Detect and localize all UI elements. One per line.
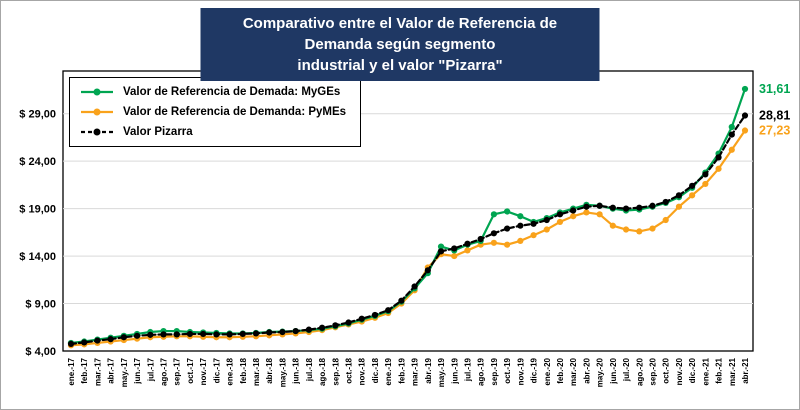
svg-text:feb.-21: feb.-21 — [715, 357, 724, 383]
svg-text:ago.-19: ago.-19 — [477, 357, 486, 386]
svg-text:feb.-19: feb.-19 — [397, 357, 406, 383]
svg-text:ene.-19: ene.-19 — [384, 357, 393, 385]
legend-item-pymes: Valor de Referencia de Demanda: PyMEs — [80, 106, 346, 118]
svg-text:abr.-19: abr.-19 — [424, 357, 433, 383]
svg-text:$ 29,00: $ 29,00 — [19, 109, 56, 121]
svg-text:ene.-21: ene.-21 — [701, 357, 710, 385]
svg-text:may.-19: may.-19 — [437, 357, 446, 387]
svg-text:sep.-18: sep.-18 — [331, 357, 340, 385]
svg-text:oct.-18: oct.-18 — [345, 357, 354, 383]
svg-text:oct.-19: oct.-19 — [503, 357, 512, 383]
legend-item-pizarra: Valor Pizarra — [80, 126, 346, 138]
legend-swatch-pymes-icon — [81, 108, 113, 116]
svg-text:sep.-17: sep.-17 — [173, 357, 182, 385]
svg-text:jul.-19: jul.-19 — [463, 357, 472, 382]
svg-text:jun.-18: jun.-18 — [292, 357, 301, 384]
svg-text:$ 19,00: $ 19,00 — [19, 204, 56, 216]
svg-text:mar.-19: mar.-19 — [411, 357, 420, 386]
legend-swatch-myges-icon — [81, 88, 113, 96]
svg-text:jun.-20: jun.-20 — [609, 357, 618, 384]
svg-text:jul.-20: jul.-20 — [622, 357, 631, 382]
svg-text:mar.-17: mar.-17 — [93, 357, 102, 386]
svg-text:ene.-18: ene.-18 — [226, 357, 235, 385]
svg-text:oct.-20: oct.-20 — [662, 357, 671, 383]
svg-text:nov.-20: nov.-20 — [675, 357, 684, 385]
svg-text:sep.-20: sep.-20 — [648, 357, 657, 385]
svg-text:feb.-17: feb.-17 — [80, 357, 89, 383]
svg-text:$ 24,00: $ 24,00 — [19, 156, 56, 168]
svg-text:mar.-20: mar.-20 — [569, 357, 578, 386]
svg-text:may.-17: may.-17 — [120, 357, 129, 387]
svg-text:abr.-20: abr.-20 — [582, 357, 591, 383]
svg-text:feb.-20: feb.-20 — [556, 357, 565, 383]
svg-text:nov.-19: nov.-19 — [516, 357, 525, 385]
svg-text:28,81: 28,81 — [759, 109, 790, 123]
svg-text:oct.-17: oct.-17 — [186, 357, 195, 383]
svg-text:may.-18: may.-18 — [278, 357, 287, 387]
svg-text:$ 9,00: $ 9,00 — [25, 299, 56, 311]
svg-text:ago.-18: ago.-18 — [318, 357, 327, 386]
legend-label-myges: Valor de Referencia de Demada: MyGEs — [123, 86, 341, 98]
svg-text:jun.-19: jun.-19 — [450, 357, 459, 384]
svg-text:ene.-17: ene.-17 — [67, 357, 76, 385]
svg-text:jul.-17: jul.-17 — [146, 357, 155, 382]
legend-label-pymes: Valor de Referencia de Demanda: PyMEs — [123, 106, 347, 118]
chart-title-line2: industrial y el valor "Pizarra" — [297, 57, 503, 74]
svg-text:dic.-17: dic.-17 — [212, 357, 221, 383]
legend-item-myges: Valor de Referencia de Demada: MyGEs — [80, 86, 346, 98]
svg-text:dic.-19: dic.-19 — [530, 357, 539, 383]
legend-label-pizarra: Valor Pizarra — [123, 126, 193, 138]
chart-title: Comparativo entre el Valor de Referencia… — [200, 8, 600, 81]
svg-text:abr.-17: abr.-17 — [107, 357, 116, 383]
svg-text:feb.-18: feb.-18 — [239, 357, 248, 383]
svg-text:mar.-21: mar.-21 — [728, 357, 737, 386]
svg-text:jul.-18: jul.-18 — [305, 357, 314, 382]
svg-text:abr.-21: abr.-21 — [741, 357, 750, 383]
svg-text:27,23: 27,23 — [759, 124, 790, 138]
svg-text:ago.-17: ago.-17 — [160, 357, 169, 386]
svg-text:ago.-20: ago.-20 — [635, 357, 644, 386]
legend-swatch-pizarra-icon — [81, 128, 113, 136]
svg-text:dic.-20: dic.-20 — [688, 357, 697, 383]
svg-text:ene.-20: ene.-20 — [543, 357, 552, 385]
svg-text:$ 4,00: $ 4,00 — [25, 346, 56, 358]
svg-text:mar.-18: mar.-18 — [252, 357, 261, 386]
svg-text:nov.-17: nov.-17 — [199, 357, 208, 385]
svg-text:may.-20: may.-20 — [596, 357, 605, 387]
svg-text:abr.-18: abr.-18 — [265, 357, 274, 383]
svg-text:nov.-18: nov.-18 — [358, 357, 367, 385]
svg-text:$ 14,00: $ 14,00 — [19, 251, 56, 263]
chart-title-line1: Comparativo entre el Valor de Referencia… — [242, 15, 558, 53]
chart-legend: Valor de Referencia de Demada: MyGEs Val… — [69, 77, 362, 147]
svg-text:sep.-19: sep.-19 — [490, 357, 499, 385]
svg-text:31,61: 31,61 — [759, 82, 790, 96]
svg-text:dic.-18: dic.-18 — [371, 357, 380, 383]
svg-text:jun.-17: jun.-17 — [133, 357, 142, 384]
